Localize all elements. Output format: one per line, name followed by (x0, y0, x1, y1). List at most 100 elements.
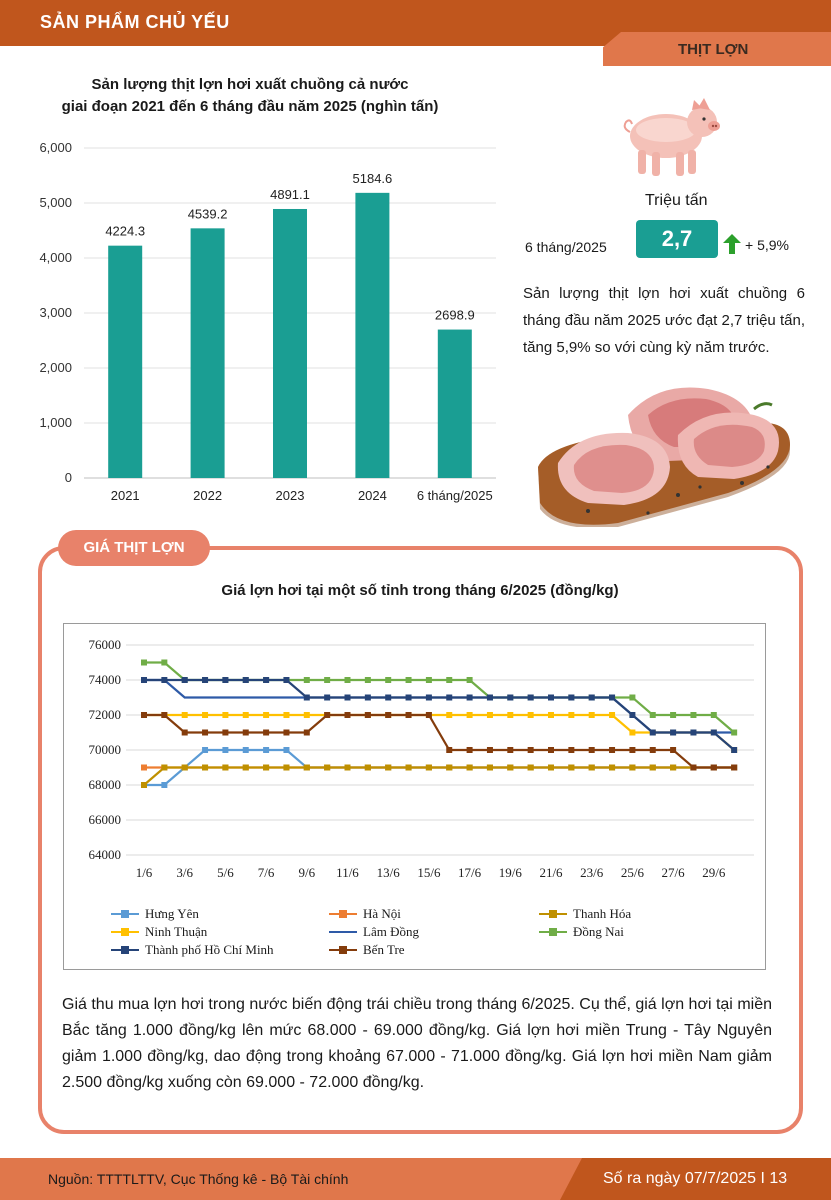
data-point (405, 677, 412, 683)
data-point (446, 694, 453, 701)
legend-label: Đồng Nai (573, 924, 624, 939)
data-point (527, 764, 534, 771)
data-point (731, 729, 738, 736)
data-point (670, 764, 677, 771)
legend-label: Thanh Hóa (573, 906, 632, 921)
data-point (670, 729, 677, 736)
data-point (568, 694, 575, 701)
x-tick-label: 7/6 (258, 865, 275, 880)
footer-issue-band (560, 1158, 831, 1200)
data-point (242, 764, 249, 771)
data-point (588, 712, 595, 718)
data-point (263, 747, 270, 753)
x-tick-label: 6 tháng/2025 (417, 488, 493, 503)
data-point (303, 712, 310, 718)
data-point (507, 712, 514, 718)
data-point (670, 712, 677, 718)
y-tick-label: 3,000 (39, 305, 72, 320)
series-line (144, 713, 735, 751)
x-tick-label: 2022 (193, 488, 222, 503)
bar-value-label: 4891.1 (270, 187, 310, 202)
data-point (141, 712, 147, 718)
data-point (649, 747, 656, 753)
bar-value-label: 5184.6 (353, 171, 393, 186)
bar-value-label: 2698.9 (435, 308, 475, 323)
legend-label: Hưng Yên (145, 906, 199, 921)
legend-item: Đồng Nai (539, 924, 624, 940)
data-point (446, 677, 453, 683)
y-tick-label: 72000 (89, 707, 122, 722)
data-point (263, 764, 270, 771)
data-point (385, 712, 392, 718)
data-point (222, 747, 229, 753)
series-line (143, 766, 735, 786)
data-point (486, 764, 493, 771)
bar-value-label: 4539.2 (188, 206, 228, 221)
data-point (141, 677, 147, 683)
data-point (446, 764, 453, 771)
legend-swatch (111, 908, 139, 920)
data-point (141, 659, 147, 666)
data-point (568, 747, 575, 753)
x-tick-label: 27/6 (662, 865, 686, 880)
data-point (161, 782, 168, 788)
data-point (141, 782, 147, 788)
y-tick-label: 5,000 (39, 195, 72, 210)
legend-item: Hà Nội (329, 906, 401, 922)
data-point (548, 747, 554, 753)
data-point (405, 764, 412, 771)
topic-tab-label: THỊT LỢN (678, 41, 749, 58)
production-bar-chart: 0 1,000 2,000 3,000 4,000 5,000 6,000 4224.3 202… (39, 140, 496, 503)
data-point (649, 712, 656, 718)
data-point (548, 712, 554, 718)
y-tick-label: 64000 (89, 847, 122, 862)
data-point (344, 712, 351, 718)
data-point (405, 712, 412, 718)
data-point (425, 712, 432, 718)
data-point (161, 659, 168, 666)
y-tick-label: 70000 (89, 742, 122, 757)
data-point (242, 712, 249, 718)
data-point (263, 729, 270, 736)
legend-label: Lâm Đồng (363, 924, 419, 939)
x-tick-label: 23/6 (580, 865, 604, 880)
data-point (629, 694, 636, 701)
x-tick-label: 9/6 (298, 865, 315, 880)
data-point (425, 677, 432, 683)
y-tick-label: 76000 (89, 637, 122, 652)
x-tick-label: 19/6 (499, 865, 523, 880)
data-point (283, 747, 290, 753)
data-point (202, 764, 209, 771)
data-point (690, 712, 697, 718)
production-title-line2: giai đoạn 2021 đến 6 tháng đầu năm 2025 … (61, 98, 439, 115)
y-tick-label: 6,000 (39, 140, 72, 155)
data-point (609, 764, 616, 771)
x-tick-label: 29/6 (702, 865, 726, 880)
data-point (324, 694, 331, 701)
data-point (202, 729, 209, 736)
data-point (629, 747, 636, 753)
data-point (425, 764, 432, 771)
x-tick-label: 11/6 (336, 865, 359, 880)
data-point (486, 694, 493, 701)
data-point (222, 677, 229, 683)
production-value-badge: 2,7 (636, 220, 718, 258)
data-point (731, 764, 738, 771)
unit-label: Triệu tấn (645, 192, 708, 209)
series-line (144, 713, 735, 769)
data-point (609, 712, 616, 718)
data-point (181, 712, 188, 718)
y-tick-label: 4,000 (39, 250, 72, 265)
bar (355, 192, 390, 479)
section-title: SẢN PHẨM CHỦ YẾU (40, 12, 230, 32)
y-tick-label: 0 (65, 470, 72, 485)
data-point (181, 764, 188, 771)
data-point (242, 747, 249, 753)
data-point (690, 764, 697, 771)
data-point (710, 764, 717, 771)
data-point (283, 764, 290, 771)
data-point (507, 747, 514, 753)
data-point (527, 747, 534, 753)
data-point (324, 712, 331, 718)
data-point (690, 729, 697, 736)
